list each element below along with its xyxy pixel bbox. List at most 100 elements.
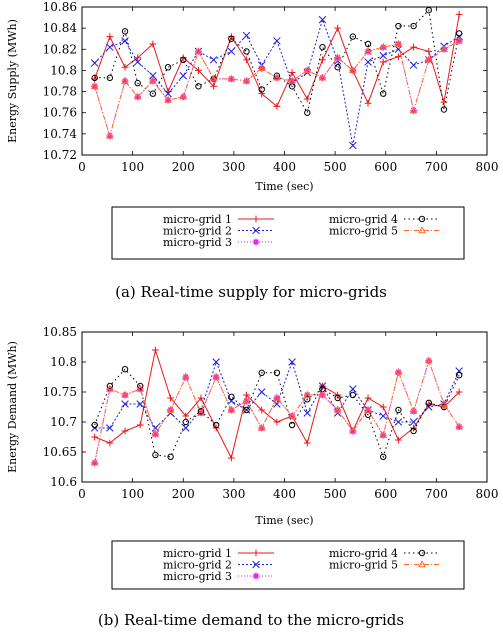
data-point bbox=[319, 43, 326, 51]
data-point bbox=[304, 109, 311, 116]
data-point bbox=[197, 408, 205, 415]
data-point bbox=[349, 427, 357, 435]
x-tick-label: 600 bbox=[374, 487, 397, 501]
data-point bbox=[164, 96, 172, 104]
data-point bbox=[121, 28, 129, 35]
data-point bbox=[257, 64, 266, 72]
y-tick-label: 10.75 bbox=[43, 385, 77, 399]
data-point bbox=[152, 451, 159, 459]
data-point bbox=[91, 459, 99, 467]
series-line bbox=[94, 359, 460, 463]
data-point bbox=[91, 421, 98, 429]
data-point bbox=[152, 346, 159, 354]
legend-item: micro-grid 4 bbox=[329, 213, 440, 226]
x-tick-label: 800 bbox=[476, 487, 499, 501]
legend-label: micro-grid 2 bbox=[163, 225, 232, 238]
x-tick-label: 100 bbox=[121, 160, 144, 174]
data-point bbox=[227, 454, 235, 462]
data-point bbox=[212, 372, 221, 380]
data-point bbox=[121, 400, 129, 408]
data-point bbox=[455, 30, 463, 37]
series-micro-grid-4 bbox=[91, 366, 463, 460]
data-point bbox=[303, 67, 311, 74]
data-point bbox=[440, 98, 448, 106]
data-point bbox=[91, 82, 99, 90]
data-point bbox=[121, 63, 129, 71]
data-point bbox=[195, 67, 202, 74]
data-point bbox=[288, 77, 296, 85]
data-point bbox=[90, 458, 99, 466]
y-tick-label: 10.78 bbox=[43, 85, 77, 99]
data-point bbox=[440, 399, 448, 407]
data-point bbox=[319, 56, 326, 64]
data-point bbox=[273, 369, 281, 376]
data-point bbox=[455, 423, 463, 431]
legend-label: micro-grid 2 bbox=[163, 559, 232, 572]
y-tick-label: 10.85 bbox=[43, 325, 77, 339]
data-point bbox=[136, 400, 144, 408]
legend-item: micro-grid 1 bbox=[163, 213, 274, 226]
data-point bbox=[455, 36, 464, 44]
series-micro-grid-5 bbox=[90, 356, 464, 466]
data-point bbox=[242, 31, 251, 40]
y-tick-label: 10.72 bbox=[43, 148, 77, 162]
x-tick-label: 200 bbox=[172, 160, 195, 174]
data-point bbox=[303, 66, 312, 74]
x-tick-label: 700 bbox=[425, 160, 448, 174]
data-point bbox=[410, 43, 417, 51]
x-tick-label: 300 bbox=[222, 160, 245, 174]
x-tick-label: 0 bbox=[78, 487, 86, 501]
legend-marker bbox=[252, 226, 260, 235]
series-line bbox=[94, 14, 460, 108]
series-micro-grid-3 bbox=[91, 37, 463, 140]
data-point bbox=[455, 11, 463, 18]
data-point bbox=[409, 418, 418, 426]
data-point bbox=[273, 394, 281, 402]
data-point bbox=[164, 95, 172, 103]
legend-label: micro-grid 3 bbox=[163, 236, 232, 249]
series-micro-grid-1 bbox=[91, 11, 463, 110]
legend-marker bbox=[418, 549, 426, 557]
data-point bbox=[395, 436, 402, 444]
data-point bbox=[228, 35, 235, 42]
y-tick-label: 10.76 bbox=[43, 106, 77, 120]
data-point bbox=[106, 382, 114, 390]
data-point bbox=[134, 93, 142, 101]
data-point bbox=[379, 403, 387, 411]
data-point bbox=[167, 394, 174, 402]
data-point bbox=[121, 76, 129, 84]
legend-label: micro-grid 3 bbox=[163, 570, 232, 583]
data-point bbox=[243, 48, 250, 55]
data-point bbox=[318, 15, 327, 24]
data-point bbox=[152, 430, 159, 438]
data-point bbox=[379, 412, 387, 420]
legend-label: micro-grid 1 bbox=[163, 213, 232, 226]
data-point bbox=[227, 47, 236, 56]
y-tick-label: 10.82 bbox=[43, 42, 77, 56]
data-point bbox=[273, 393, 281, 401]
legend-label: micro-grid 1 bbox=[163, 547, 232, 560]
data-point bbox=[349, 141, 357, 150]
data-point bbox=[227, 75, 235, 83]
data-point bbox=[210, 82, 218, 90]
series-line bbox=[94, 9, 460, 115]
legend-item: micro-grid 1 bbox=[163, 547, 274, 560]
y-axis-label: Energy Supply (MWh) bbox=[6, 19, 19, 143]
data-point bbox=[424, 55, 433, 63]
x-tick-label: 600 bbox=[374, 160, 397, 174]
data-point bbox=[349, 33, 357, 40]
series-line bbox=[94, 40, 460, 138]
x-tick-label: 0 bbox=[78, 160, 86, 174]
y-tick-label: 10.74 bbox=[43, 127, 78, 141]
data-point bbox=[303, 409, 312, 417]
data-point bbox=[379, 42, 388, 50]
data-point bbox=[106, 424, 114, 432]
x-tick-label: 300 bbox=[222, 487, 245, 501]
data-point bbox=[257, 388, 266, 396]
data-point bbox=[258, 86, 265, 93]
x-tick-label: 400 bbox=[273, 487, 296, 501]
data-point bbox=[90, 82, 99, 89]
x-axis-label: Time (sec) bbox=[255, 180, 313, 193]
chart-caption: (a) Real-time supply for micro-grids bbox=[115, 283, 387, 301]
